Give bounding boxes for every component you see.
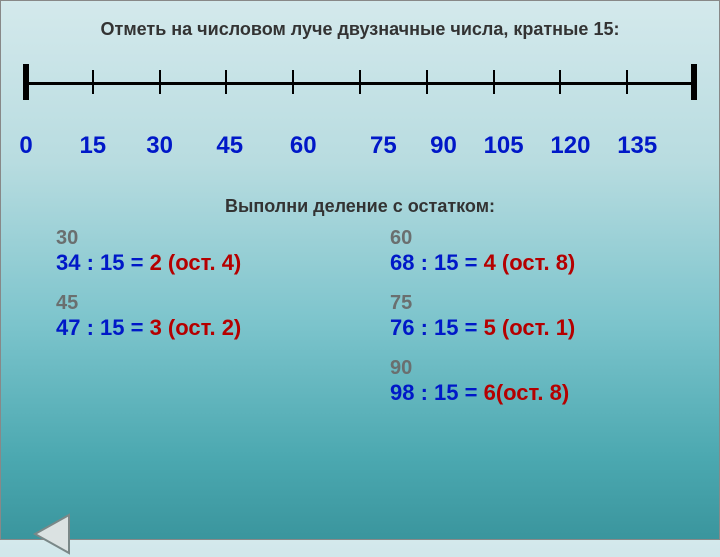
- equation-lhs: 47 : 15 =: [56, 315, 150, 340]
- equation-answer: 3 (ост. 2): [150, 315, 242, 340]
- aux-value: 60: [390, 227, 719, 250]
- triangle-left-icon: [29, 511, 75, 557]
- number-line-tick: [23, 64, 29, 100]
- problem-row: 9098 : 15 = 6(ост. 8): [1, 357, 719, 406]
- number-line-tick: [159, 70, 161, 94]
- equation-answer: 6(ост. 8): [484, 380, 570, 405]
- aux-value: 45: [56, 292, 360, 315]
- equation: 47 : 15 = 3 (ост. 2): [56, 315, 360, 341]
- equation-answer: 2 (ост. 4): [150, 250, 242, 275]
- equation-answer: 5 (ост. 1): [484, 315, 576, 340]
- number-line-label: 0: [19, 132, 32, 160]
- number-line-label: 45: [216, 132, 243, 160]
- page-title: Отметь на числовом луче двузначные числа…: [1, 1, 719, 64]
- problem-cell: 3034 : 15 = 2 (ост. 4): [1, 227, 360, 276]
- number-line-tick: [691, 64, 697, 100]
- aux-value: 75: [390, 292, 719, 315]
- problem-cell: 4547 : 15 = 3 (ост. 2): [1, 292, 360, 341]
- equation: 98 : 15 = 6(ост. 8): [390, 380, 719, 406]
- number-line: [26, 64, 694, 124]
- number-line-label: 90: [430, 132, 457, 160]
- number-line-tick: [426, 70, 428, 94]
- equation-lhs: 68 : 15 =: [390, 250, 484, 275]
- number-line-label: 120: [550, 132, 590, 160]
- problem-row: 4547 : 15 = 3 (ост. 2)7576 : 15 = 5 (ост…: [1, 292, 719, 341]
- number-line-label: 60: [290, 132, 317, 160]
- number-line-tick: [225, 70, 227, 94]
- subtitle: Выполни деление с остатком:: [1, 196, 719, 217]
- number-line-tick: [493, 70, 495, 94]
- equation-lhs: 98 : 15 =: [390, 380, 484, 405]
- number-line-label: 75: [370, 132, 397, 160]
- number-line-label: 135: [617, 132, 657, 160]
- problem-cell: 9098 : 15 = 6(ост. 8): [360, 357, 719, 406]
- number-line-labels: 0153045607590105120135: [26, 132, 694, 168]
- problem-row: 3034 : 15 = 2 (ост. 4)6068 : 15 = 4 (ост…: [1, 227, 719, 276]
- problem-cell: 6068 : 15 = 4 (ост. 8): [360, 227, 719, 276]
- number-line-tick: [92, 70, 94, 94]
- number-line-label: 30: [146, 132, 173, 160]
- equation: 68 : 15 = 4 (ост. 8): [390, 250, 719, 276]
- problems-area: 3034 : 15 = 2 (ост. 4)6068 : 15 = 4 (ост…: [1, 227, 719, 406]
- equation-lhs: 76 : 15 =: [390, 315, 484, 340]
- equation-answer: 4 (ост. 8): [484, 250, 576, 275]
- equation: 76 : 15 = 5 (ост. 1): [390, 315, 719, 341]
- aux-value: 30: [56, 227, 360, 250]
- problem-cell: 7576 : 15 = 5 (ост. 1): [360, 292, 719, 341]
- equation-lhs: 34 : 15 =: [56, 250, 150, 275]
- number-line-tick: [559, 70, 561, 94]
- number-line-label: 105: [484, 132, 524, 160]
- aux-value: 90: [390, 357, 719, 380]
- number-line-tick: [292, 70, 294, 94]
- number-line-tick: [359, 70, 361, 94]
- number-line-label: 15: [79, 132, 106, 160]
- equation: 34 : 15 = 2 (ост. 4): [56, 250, 360, 276]
- number-line-tick: [626, 70, 628, 94]
